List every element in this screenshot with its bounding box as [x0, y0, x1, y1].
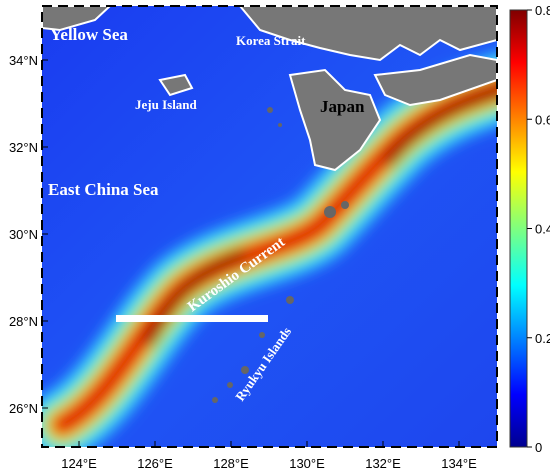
y-tick-label: 28°N — [9, 314, 38, 329]
colorbar-tick-label: 0.6 — [535, 112, 550, 127]
y-tick-label: 32°N — [9, 140, 38, 155]
x-tick-label: 124°E — [61, 456, 97, 471]
islands — [212, 107, 349, 403]
colorbar-tick-label: 0.8 — [535, 3, 550, 18]
x-tick-label: 126°E — [137, 456, 173, 471]
label: Japan — [320, 97, 365, 116]
x-tick-label: 130°E — [289, 456, 325, 471]
colorbar — [509, 9, 528, 448]
land — [42, 6, 497, 172]
map-frame — [41, 5, 498, 448]
y-tick-label: 30°N — [9, 227, 38, 242]
colorbar-tick-label: 0 — [535, 440, 542, 455]
label: Jeju Island — [135, 97, 198, 112]
x-tick-label: 134°E — [441, 456, 477, 471]
y-tick-label: 34°N — [9, 53, 38, 68]
label: Korea Strait — [236, 33, 306, 48]
x-tick-label: 132°E — [365, 456, 401, 471]
x-tick-label: 128°E — [213, 456, 249, 471]
current — [42, 52, 497, 447]
colorbar-tick-label: 0.2 — [535, 331, 550, 346]
section-line — [116, 315, 268, 322]
label: East China Sea — [48, 180, 159, 199]
y-tick-label: 26°N — [9, 401, 38, 416]
colorbar-tick-label: 0.4 — [535, 222, 550, 237]
label: Yellow Sea — [50, 25, 128, 44]
map-area — [42, 6, 497, 447]
